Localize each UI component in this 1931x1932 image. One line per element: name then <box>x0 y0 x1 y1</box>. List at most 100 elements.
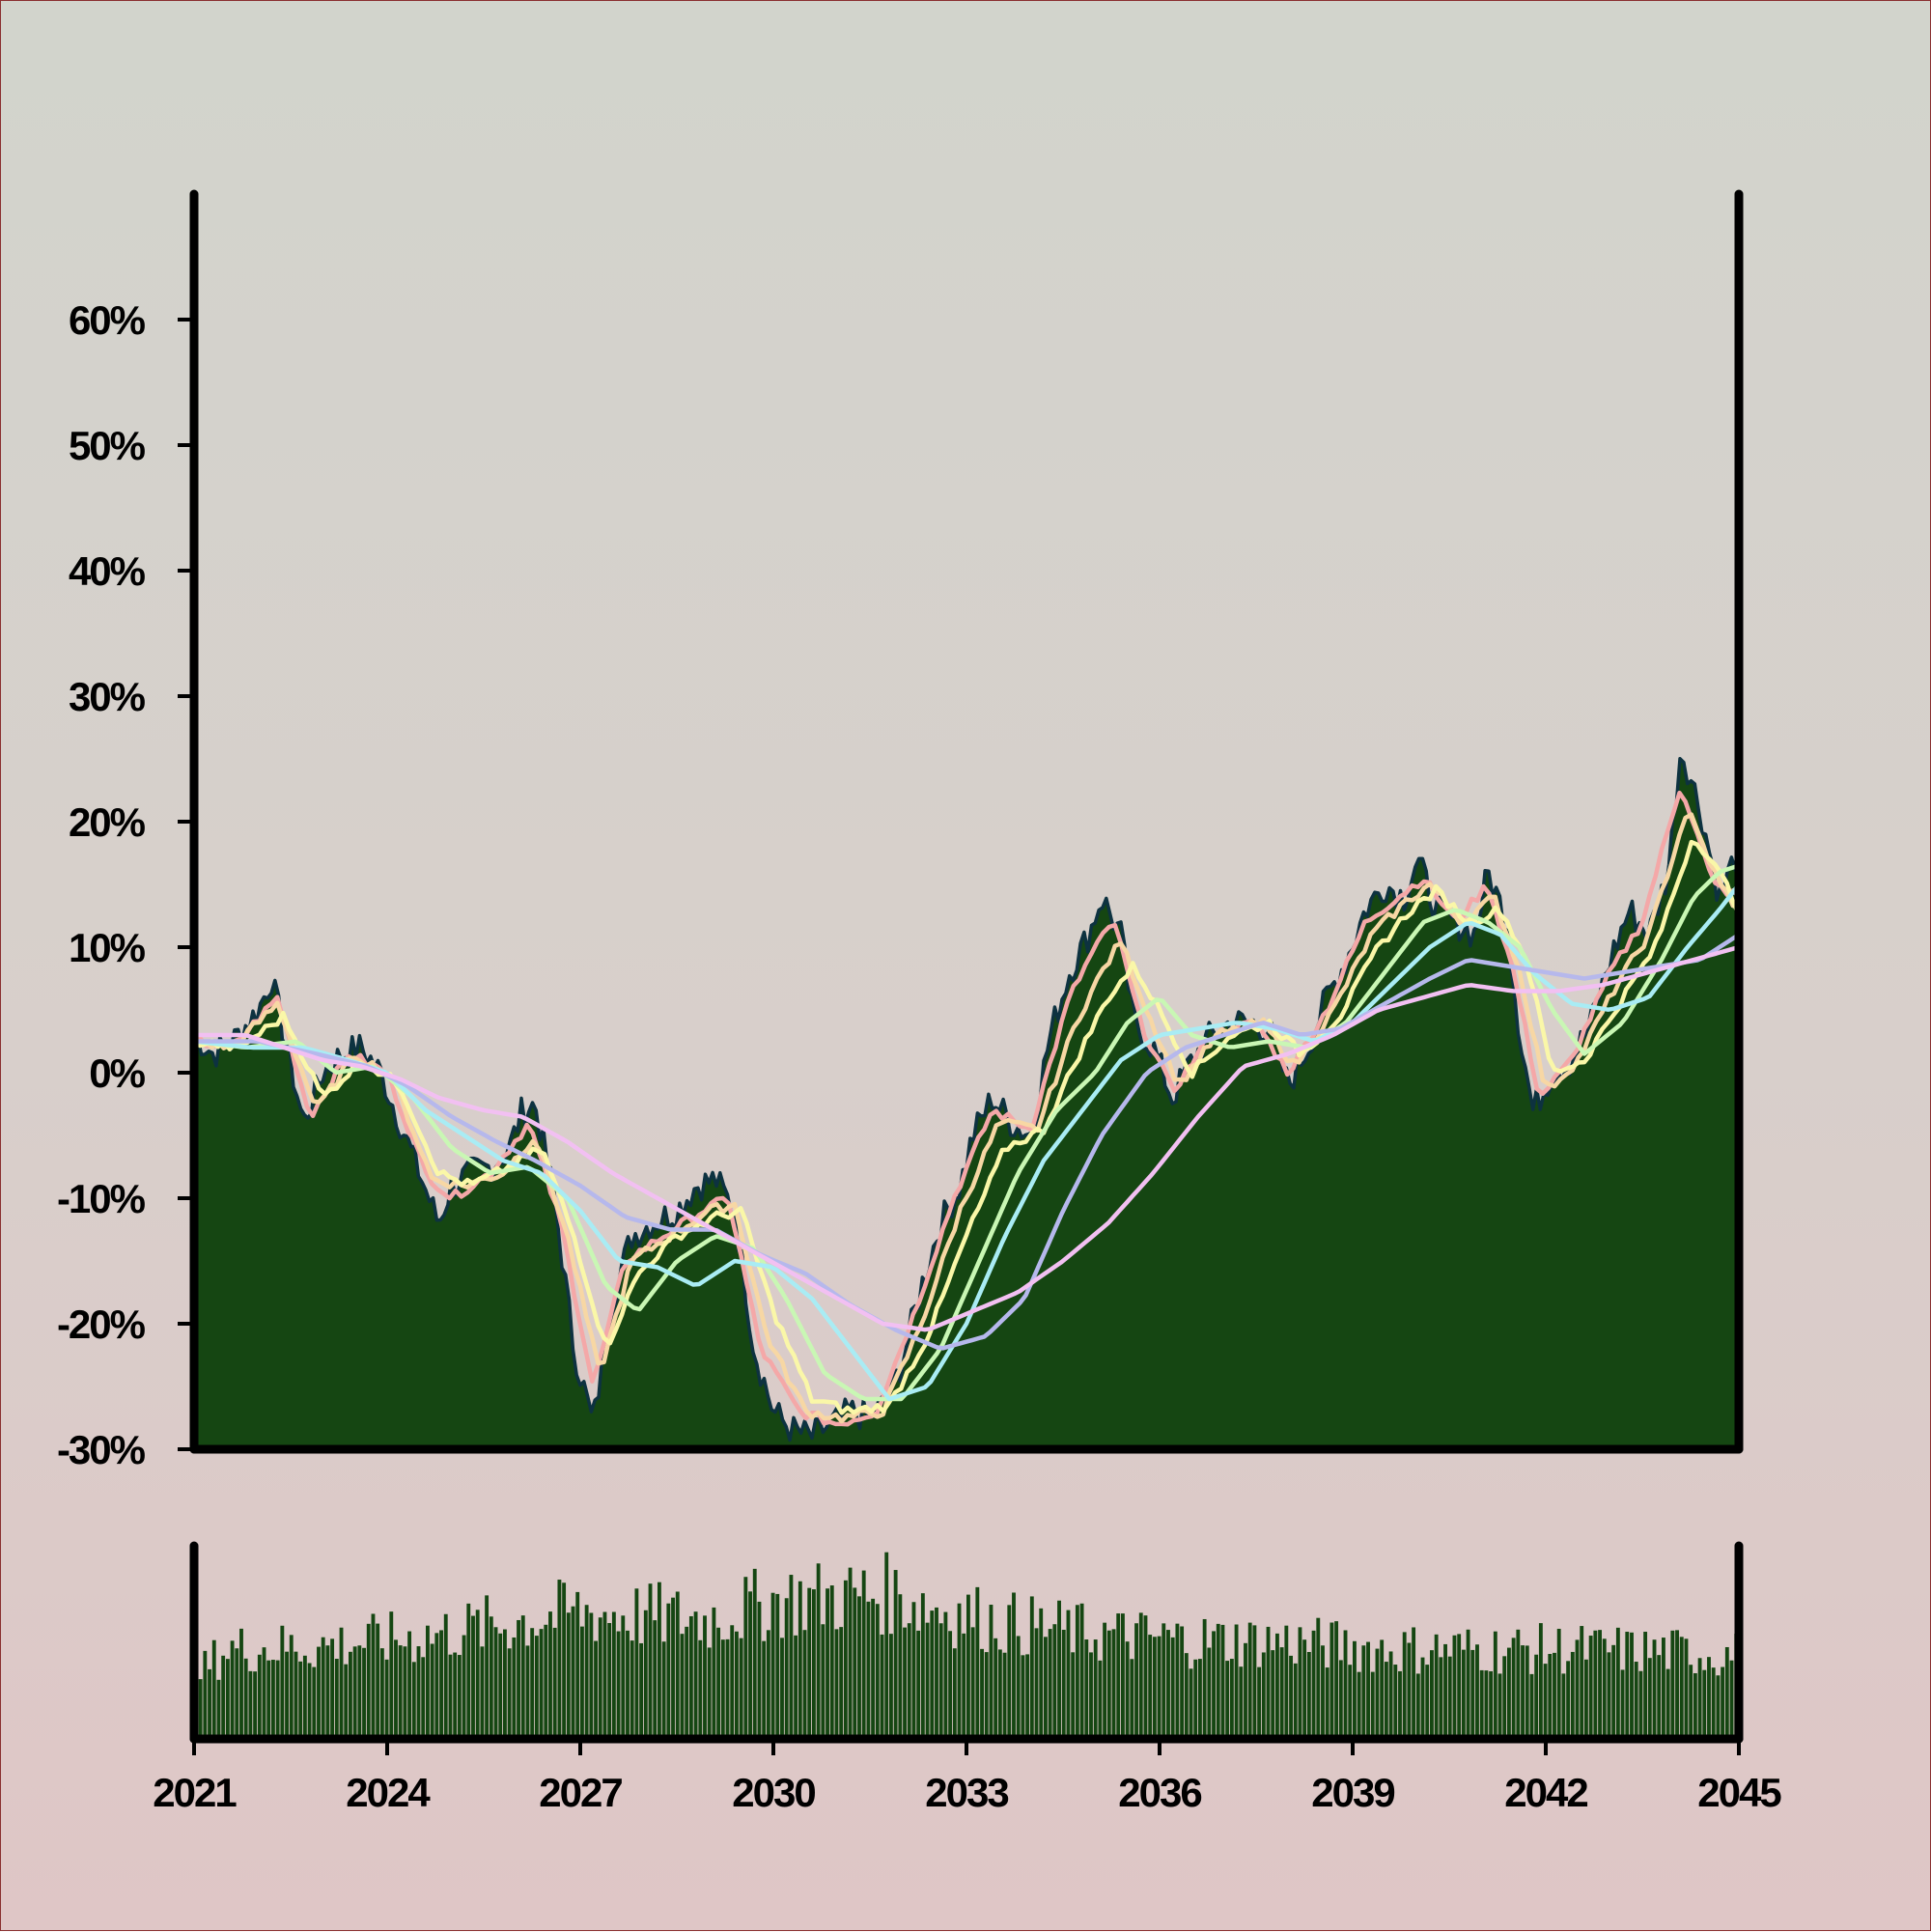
volume-bar <box>1702 1669 1707 1739</box>
volume-bar <box>539 1629 544 1739</box>
volume-bar <box>362 1647 366 1739</box>
volume-bar <box>1625 1632 1630 1739</box>
volume-bar <box>1457 1634 1462 1739</box>
volume-bar <box>389 1611 394 1739</box>
volume-bar <box>1724 1646 1729 1739</box>
volume-bar <box>1170 1637 1175 1739</box>
volume-bar <box>357 1645 362 1739</box>
y-tick-label: 60% <box>69 297 146 343</box>
volume-bar <box>1493 1631 1497 1739</box>
volume-bar <box>520 1615 525 1739</box>
volume-bar <box>1075 1605 1079 1739</box>
volume-bar <box>957 1603 962 1739</box>
volume-bar <box>648 1583 653 1739</box>
volume-bar <box>416 1646 421 1739</box>
volume-bar <box>1489 1670 1494 1739</box>
moving-average-line-5 <box>191 882 1742 1402</box>
volume-bar <box>1348 1665 1353 1739</box>
volume-bar <box>989 1605 993 1739</box>
volume-bar <box>289 1635 294 1739</box>
volume-bar <box>920 1593 925 1739</box>
volume-bar <box>997 1649 1002 1739</box>
volume-bar <box>243 1658 248 1739</box>
volume-bar <box>1225 1661 1230 1739</box>
moving-average-line-6 <box>191 932 1742 1351</box>
volume-bar <box>394 1639 398 1739</box>
volume-bar <box>443 1613 448 1739</box>
volume-bar <box>812 1589 816 1739</box>
volume-bar <box>1252 1625 1257 1739</box>
y-tick-label: 40% <box>69 548 146 594</box>
volume-bar <box>1439 1657 1443 1739</box>
volume-bar <box>1607 1652 1611 1739</box>
volume-bar <box>1298 1627 1302 1739</box>
volume-bar <box>611 1611 616 1739</box>
volume-bar <box>980 1648 984 1739</box>
volume-bar <box>203 1650 208 1739</box>
moving-average-line-7 <box>191 944 1742 1332</box>
volume-bar <box>857 1596 861 1739</box>
volume-bar <box>703 1615 707 1739</box>
volume-bar <box>512 1637 517 1739</box>
volume-bar <box>1247 1622 1252 1739</box>
volume-bar <box>661 1641 666 1739</box>
volume-bar <box>1711 1667 1716 1739</box>
volume-bar <box>1466 1629 1470 1739</box>
volume-bar <box>720 1639 725 1739</box>
volume-bar <box>675 1591 680 1739</box>
volume-bar <box>766 1630 770 1739</box>
x-tick-label: 2036 <box>1118 1770 1201 1815</box>
volume-bar <box>1012 1592 1016 1739</box>
volume-bar <box>1343 1630 1348 1739</box>
volume-bar <box>1093 1639 1098 1739</box>
volume-bar <box>794 1635 798 1739</box>
volume-bar <box>1057 1600 1061 1739</box>
volume-bar <box>239 1628 243 1739</box>
volume-bar <box>1180 1626 1185 1739</box>
volume-bar <box>685 1626 689 1739</box>
volume-bar <box>1647 1658 1652 1739</box>
volume-bar <box>821 1624 826 1739</box>
volume-bar <box>1679 1637 1684 1739</box>
volume-bar <box>784 1598 789 1739</box>
volume-bar <box>1366 1641 1370 1739</box>
volume-bar <box>493 1627 498 1739</box>
volume-bar <box>1025 1654 1030 1739</box>
volume-bar <box>216 1679 221 1739</box>
volume-bar <box>1044 1637 1048 1739</box>
volume-bar <box>1338 1660 1343 1739</box>
volume-bar <box>853 1587 857 1739</box>
volume-bar <box>285 1651 289 1739</box>
volume-bar <box>302 1655 307 1739</box>
volume-bar <box>430 1643 434 1739</box>
volume-bar <box>589 1612 594 1739</box>
volume-bar <box>607 1623 612 1739</box>
volume-bar <box>1447 1656 1452 1739</box>
volume-bar <box>1138 1612 1143 1739</box>
volume-bar <box>1662 1638 1665 1739</box>
volume-bar <box>575 1591 580 1739</box>
volume-bar <box>1721 1666 1725 1739</box>
y-tick-label: 10% <box>69 925 146 970</box>
volume-bar <box>266 1660 271 1739</box>
volume-bar <box>1393 1665 1398 1739</box>
volume-bar <box>352 1646 357 1739</box>
volume-bar <box>639 1642 644 1739</box>
volume-bar <box>253 1671 258 1739</box>
volume-bar <box>1575 1639 1580 1739</box>
volume-bar <box>993 1638 998 1739</box>
volume-bar <box>503 1629 507 1739</box>
volume-bar <box>1502 1656 1507 1739</box>
volume-bar <box>826 1588 829 1739</box>
volume-bar <box>339 1627 344 1739</box>
volume-bar <box>698 1639 703 1739</box>
volume-bar <box>834 1629 839 1739</box>
volume-bar <box>658 1582 661 1739</box>
x-tick-label: 2039 <box>1311 1770 1394 1815</box>
volume-bar <box>1061 1629 1066 1739</box>
volume-bar <box>448 1654 453 1739</box>
volume-bar <box>1693 1672 1697 1739</box>
volume-bar <box>816 1563 821 1739</box>
y-tick-label: 30% <box>69 674 146 719</box>
